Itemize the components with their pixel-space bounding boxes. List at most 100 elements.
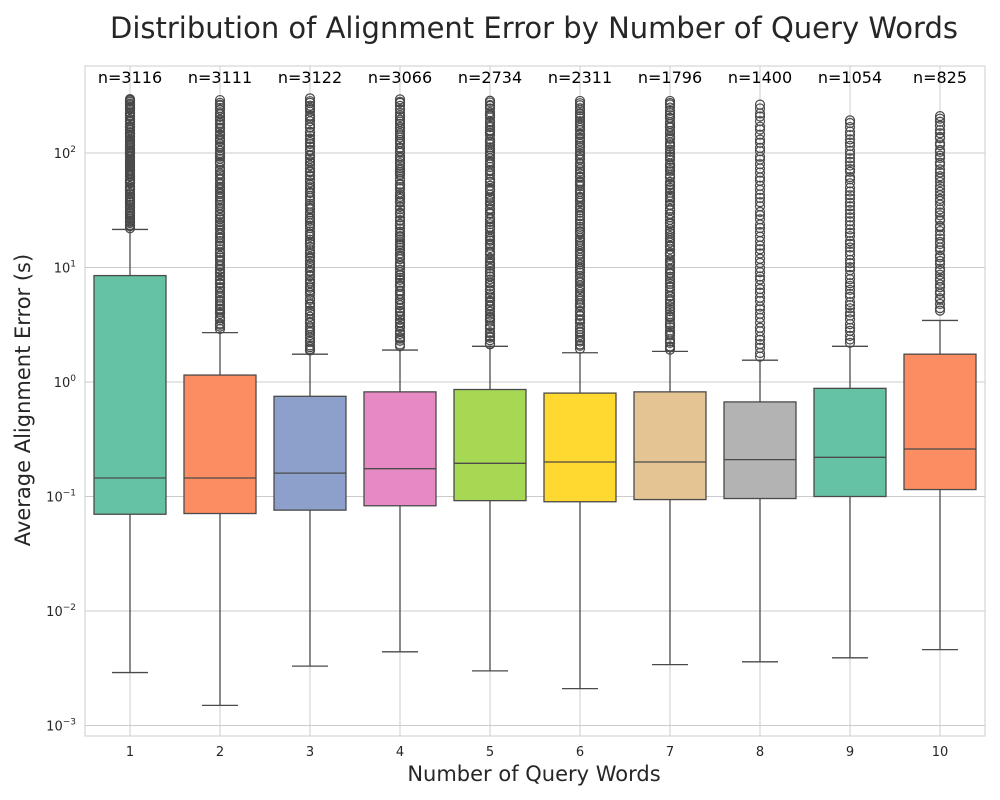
x-tick-label: 6 — [576, 745, 584, 760]
outlier-point — [304, 262, 316, 274]
outlier-point — [394, 303, 406, 314]
outlier-point — [304, 160, 316, 171]
outlier-point — [664, 268, 676, 279]
outlier-points — [664, 95, 676, 355]
iqr-box — [273, 395, 347, 511]
outlier-point — [574, 310, 586, 322]
outlier-point — [934, 152, 946, 164]
outlier-point — [484, 280, 496, 292]
outlier-point — [754, 301, 766, 312]
outlier-point — [304, 327, 316, 338]
outlier-point — [574, 336, 586, 347]
box-group-6 — [543, 95, 617, 690]
outlier-point — [934, 242, 946, 253]
outlier-point — [304, 282, 316, 293]
outlier-point — [304, 252, 316, 263]
outlier-points — [574, 95, 586, 354]
x-tick-label: 4 — [396, 745, 404, 760]
y-tick-label: 10−2 — [46, 603, 76, 620]
outlier-point — [934, 238, 946, 250]
outlier-point — [664, 330, 676, 341]
outlier-point — [574, 340, 586, 351]
outlier-point — [754, 124, 766, 135]
outlier-point — [844, 288, 856, 300]
outlier-point — [934, 282, 946, 293]
outlier-point — [844, 153, 856, 164]
outlier-point — [574, 181, 586, 192]
outlier-point — [844, 227, 856, 238]
count-label: n=1400 — [728, 68, 792, 87]
outlier-point — [304, 119, 316, 130]
y-tick-label: 100 — [54, 374, 77, 391]
outlier-point — [304, 215, 316, 226]
outlier-point — [844, 160, 856, 171]
outlier-point — [394, 208, 406, 219]
outlier-point — [214, 111, 226, 123]
outlier-point — [574, 215, 586, 226]
outlier-points — [214, 94, 226, 335]
outlier-point — [664, 154, 676, 165]
outlier-point — [304, 134, 316, 145]
outlier-point — [754, 331, 766, 342]
outlier-point — [934, 111, 946, 122]
outlier-point — [844, 197, 856, 208]
outlier-points — [934, 111, 946, 316]
outlier-point — [484, 214, 496, 225]
outlier-point — [214, 301, 226, 312]
outlier-point — [844, 334, 856, 345]
outlier-point — [664, 250, 676, 261]
outlier-point — [664, 166, 676, 177]
outlier-point — [484, 306, 496, 317]
outlier-point — [214, 247, 226, 259]
outlier-point — [304, 192, 316, 203]
outlier-point — [394, 274, 406, 285]
outlier-point — [394, 152, 406, 164]
outlier-point — [484, 328, 496, 339]
outlier-point — [934, 128, 946, 139]
outlier-point — [574, 142, 586, 154]
outlier-point — [394, 267, 406, 278]
iqr-box — [453, 388, 527, 502]
outlier-point — [754, 219, 766, 230]
y-tick-label: 102 — [54, 145, 76, 162]
outlier-point — [844, 145, 856, 156]
outlier-point — [394, 307, 406, 318]
outlier-point — [664, 244, 676, 255]
outlier-point — [394, 97, 406, 108]
outlier-point — [394, 183, 406, 195]
count-label: n=3116 — [98, 68, 162, 87]
box-group-9 — [813, 115, 887, 659]
outlier-point — [664, 301, 676, 312]
outlier-point — [934, 215, 946, 226]
outlier-point — [844, 303, 856, 314]
outlier-point — [664, 306, 676, 317]
outlier-point — [304, 146, 316, 157]
outlier-point — [304, 231, 316, 242]
outlier-point — [394, 215, 406, 226]
outlier-point — [484, 235, 496, 246]
outlier-point — [214, 233, 226, 244]
outlier-point — [754, 172, 766, 183]
outlier-point — [214, 278, 226, 290]
outlier-point — [304, 248, 316, 259]
outlier-point — [934, 286, 946, 297]
outlier-point — [574, 229, 586, 240]
outlier-point — [664, 133, 676, 144]
outlier-point — [754, 206, 766, 218]
outlier-point — [574, 158, 586, 170]
outlier-point — [394, 160, 406, 171]
outlier-point — [844, 156, 856, 167]
outlier-point — [124, 223, 136, 234]
outlier-point — [844, 236, 856, 247]
outlier-point — [844, 274, 856, 285]
outlier-point — [484, 274, 496, 285]
box-group-2 — [183, 94, 257, 706]
outlier-point — [754, 197, 766, 208]
outlier-point — [214, 236, 226, 247]
outlier-point — [574, 136, 586, 147]
outlier-point — [484, 301, 496, 312]
outlier-point — [304, 187, 316, 199]
outlier-point — [574, 150, 586, 161]
outlier-point — [934, 146, 946, 157]
outlier-point — [844, 242, 856, 253]
